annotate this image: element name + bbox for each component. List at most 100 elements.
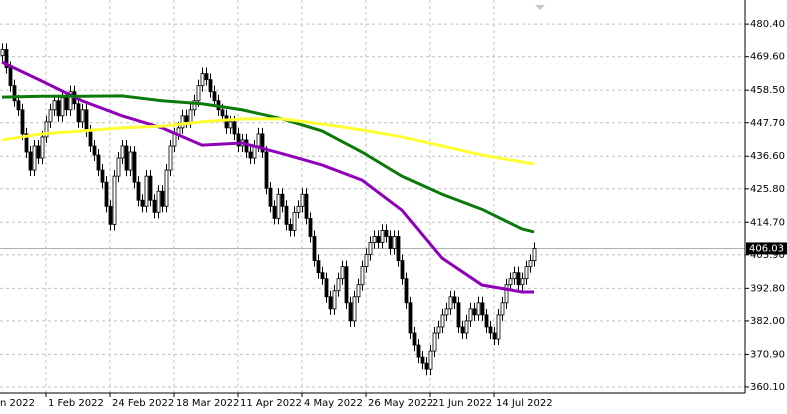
candle-body <box>476 302 481 316</box>
candle-body <box>488 326 493 334</box>
moving-average-line <box>1 117 535 166</box>
x-tick-label: 24 Feb 2022 <box>112 398 174 409</box>
candle-body <box>460 326 465 334</box>
y-tick-label: 458.50 <box>750 85 785 96</box>
candle-body <box>360 266 365 286</box>
current-price-label: 406.03 <box>749 243 784 254</box>
candle-body <box>140 199 145 207</box>
y-tick-label: 392.80 <box>750 283 785 294</box>
candle-body <box>24 133 29 153</box>
moving-average-line <box>1 60 534 294</box>
candle-body <box>12 85 17 102</box>
candle-body <box>444 308 449 316</box>
candle-body <box>184 115 189 123</box>
candle-body <box>248 151 253 159</box>
candle-body <box>336 278 341 292</box>
candle-body <box>52 100 57 111</box>
x-tick-label: 1 Feb 2022 <box>48 398 104 409</box>
candle-body <box>348 302 353 322</box>
candle-body <box>408 302 413 334</box>
candle-body <box>76 103 81 123</box>
candle-body <box>500 302 505 316</box>
shift-marker <box>535 5 545 10</box>
candle-body <box>532 248 537 261</box>
candle-body <box>16 100 21 111</box>
candle-body <box>28 151 33 171</box>
candle-body <box>384 230 389 237</box>
candle-body <box>68 91 73 111</box>
candle-body <box>132 151 137 183</box>
candle-body <box>328 296 333 310</box>
candle-body <box>304 193 309 219</box>
candle-body <box>456 302 461 328</box>
x-tick-label: 26 May 2022 <box>368 398 433 409</box>
candle-body <box>312 236 317 261</box>
candle-body <box>440 314 445 328</box>
candle-body <box>372 236 377 243</box>
candle-body <box>284 205 289 225</box>
candle-body <box>392 236 397 249</box>
candle-body <box>144 175 149 207</box>
candle-body <box>212 91 217 102</box>
candle-body <box>20 109 25 135</box>
y-tick-label: 447.70 <box>750 118 785 129</box>
y-tick-label: 425.80 <box>750 184 785 195</box>
y-tick-label: 370.90 <box>750 349 785 360</box>
candle-body <box>388 236 393 249</box>
y-tick-label: 403.90 <box>750 250 785 261</box>
candle-body <box>48 109 53 123</box>
candle-body <box>416 344 421 358</box>
y-tick-label: 469.60 <box>750 52 785 63</box>
y-tick-label: 382.00 <box>750 316 785 327</box>
candle-body <box>152 199 157 213</box>
candle-body <box>160 190 165 207</box>
candle-body <box>100 169 105 183</box>
candle-body <box>428 350 433 370</box>
candle-body <box>92 145 97 156</box>
candle-body <box>136 181 141 201</box>
candle-body <box>128 151 133 171</box>
candle-body <box>264 151 269 189</box>
candle-body <box>36 145 41 159</box>
candle-body <box>464 320 469 334</box>
candle-body <box>220 109 225 117</box>
candle-body <box>492 332 497 340</box>
candle-body <box>96 154 101 171</box>
y-tick-label: 414.70 <box>750 217 785 228</box>
candle-body <box>80 109 85 123</box>
candle-body <box>288 223 293 231</box>
candle-body <box>452 296 457 304</box>
candle-body <box>148 175 153 201</box>
candle-body <box>124 145 129 171</box>
candle-body <box>448 296 453 310</box>
candle-body <box>376 236 381 243</box>
candle-body <box>180 115 185 129</box>
candle-body <box>316 260 321 274</box>
candle-body <box>192 100 197 111</box>
candle-body <box>108 205 113 225</box>
candle-body <box>332 290 337 310</box>
current-price-box <box>746 242 787 255</box>
candle-body <box>84 109 89 132</box>
candle-body <box>404 278 409 304</box>
candle-body <box>4 49 9 68</box>
candle-body <box>292 211 297 231</box>
candle-body <box>484 314 489 328</box>
candle-body <box>320 272 325 280</box>
candle-body <box>232 121 237 135</box>
candle-body <box>40 136 45 159</box>
candle-body <box>224 115 229 129</box>
candle-body <box>468 308 473 322</box>
candle-body <box>516 272 521 286</box>
candle-body <box>420 356 425 364</box>
candle-body <box>64 97 69 111</box>
candle-body <box>188 109 193 123</box>
candle-body <box>296 205 301 213</box>
candle-body <box>228 121 233 129</box>
candle-body <box>344 266 349 304</box>
candle-body <box>436 326 441 334</box>
candle-body <box>352 296 357 322</box>
